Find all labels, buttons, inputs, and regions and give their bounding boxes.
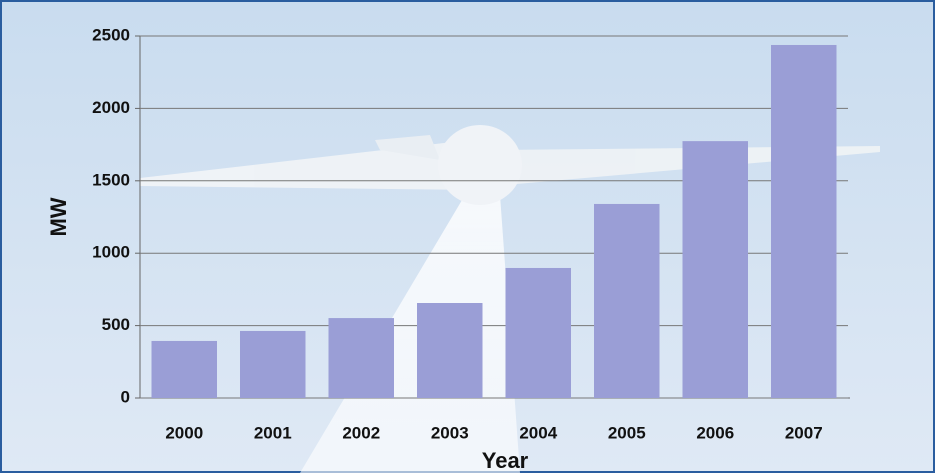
x-axis-label: Year xyxy=(482,448,529,473)
x-tick-label: 2003 xyxy=(431,423,469,442)
x-tick-label: 2002 xyxy=(342,423,380,442)
y-tick-label: 2000 xyxy=(92,98,130,117)
bar xyxy=(328,318,394,398)
y-tick-label: 500 xyxy=(102,315,130,334)
bar xyxy=(771,44,837,398)
x-tick-label: 2007 xyxy=(785,423,823,442)
turbine-image xyxy=(140,125,880,473)
bar xyxy=(682,141,748,398)
x-tick-label: 2004 xyxy=(519,423,557,442)
x-tick-label: 2001 xyxy=(254,423,292,442)
y-tick-label: 2500 xyxy=(92,25,130,44)
y-tick-label: 1500 xyxy=(92,170,130,189)
x-tick-label: 2006 xyxy=(696,423,734,442)
bar xyxy=(505,267,571,398)
bar xyxy=(417,303,483,398)
x-tick-label: 2000 xyxy=(165,423,203,442)
bar xyxy=(594,203,660,398)
bar xyxy=(151,340,217,398)
y-tick-label: 1000 xyxy=(92,243,130,262)
y-tick-label: 0 xyxy=(121,387,130,406)
x-tick-label: 2005 xyxy=(608,423,646,442)
bar xyxy=(240,330,306,398)
y-axis-label: MW xyxy=(46,197,71,236)
